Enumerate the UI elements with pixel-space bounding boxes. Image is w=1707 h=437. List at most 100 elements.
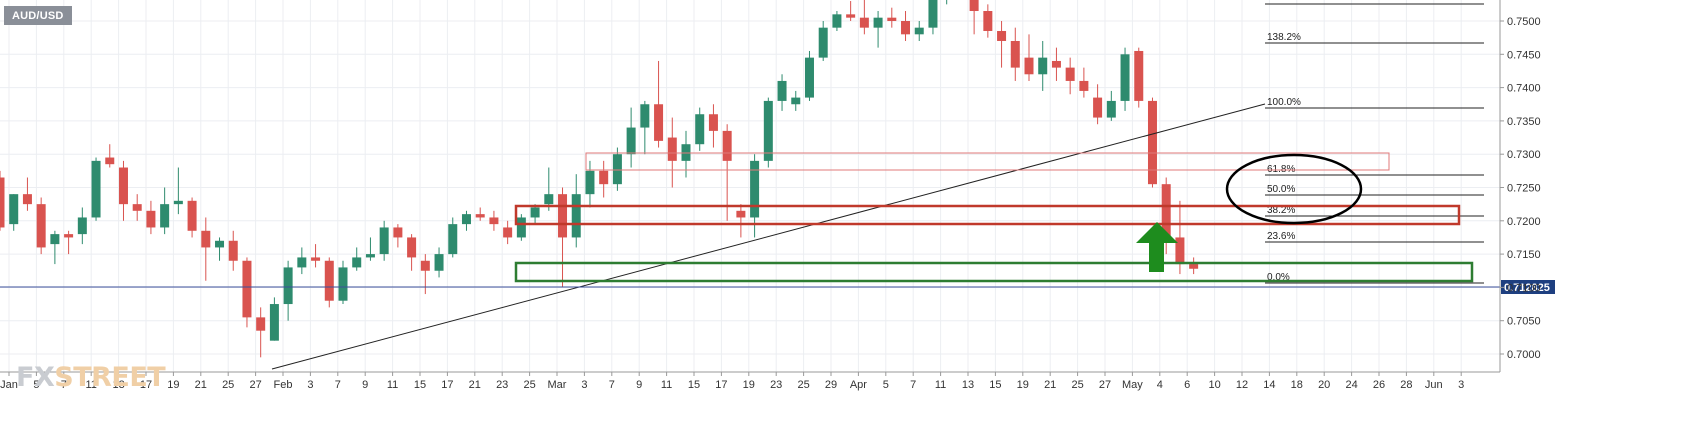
x-tick-label: 13: [962, 379, 974, 391]
candle-bearish[interactable]: [187, 197, 197, 238]
candle-bearish[interactable]: [599, 160, 609, 198]
candle-bearish[interactable]: [1147, 97, 1157, 188]
candle-bearish[interactable]: [36, 197, 46, 255]
candle-bearish[interactable]: [736, 204, 746, 238]
candle-bearish[interactable]: [1093, 84, 1103, 125]
candle-bullish[interactable]: [942, 0, 951, 5]
candle-bearish[interactable]: [228, 230, 238, 271]
candle-bullish[interactable]: [215, 237, 225, 261]
candle-body: [173, 200, 183, 205]
candle-bullish[interactable]: [448, 217, 458, 258]
candle-bullish[interactable]: [804, 50, 814, 101]
candle-bullish[interactable]: [338, 260, 348, 305]
candle-bearish[interactable]: [311, 244, 321, 268]
candle-bullish[interactable]: [516, 214, 526, 241]
candle-bullish[interactable]: [695, 107, 705, 151]
candle-bearish[interactable]: [983, 4, 993, 38]
candle-bearish[interactable]: [887, 7, 897, 28]
resistance-zone-thick: [514, 204, 1461, 226]
candle-bullish[interactable]: [530, 204, 540, 225]
candle-bullish[interactable]: [9, 194, 19, 231]
candle-bullish[interactable]: [626, 107, 636, 168]
candle-bearish[interactable]: [105, 144, 115, 168]
candle-bullish[interactable]: [681, 130, 691, 178]
candle-bullish[interactable]: [873, 11, 883, 48]
candle-bearish[interactable]: [393, 224, 403, 248]
candle-bullish[interactable]: [571, 174, 581, 248]
candle-bullish[interactable]: [434, 247, 444, 278]
candle-bearish[interactable]: [969, 0, 979, 35]
candle-bearish[interactable]: [132, 194, 142, 221]
candle-bullish[interactable]: [1120, 47, 1130, 111]
candle-bearish[interactable]: [503, 220, 513, 245]
candle-bullish[interactable]: [461, 210, 471, 231]
candle-bearish[interactable]: [242, 257, 252, 328]
candle-bullish[interactable]: [77, 207, 87, 245]
candle-bearish[interactable]: [1189, 257, 1199, 275]
candle-bearish[interactable]: [118, 160, 128, 221]
candle-bearish[interactable]: [64, 230, 74, 255]
candle-bearish[interactable]: [1024, 34, 1034, 81]
candle-bearish[interactable]: [489, 210, 499, 231]
candle-bullish[interactable]: [832, 11, 842, 31]
candle-bearish[interactable]: [901, 11, 911, 41]
candle-bearish[interactable]: [1065, 57, 1075, 95]
candle-bullish[interactable]: [818, 21, 828, 61]
candle-body: [9, 194, 19, 225]
candle-bullish[interactable]: [91, 157, 101, 221]
candle-bullish[interactable]: [379, 220, 389, 261]
candle-bullish[interactable]: [365, 237, 375, 261]
candle-bullish[interactable]: [777, 74, 787, 111]
x-tick-label: 11: [935, 379, 946, 391]
candle-bullish[interactable]: [928, 0, 938, 35]
candle-bearish[interactable]: [1079, 67, 1089, 98]
candle-bearish[interactable]: [558, 187, 568, 288]
candle-bullish[interactable]: [914, 21, 924, 41]
candle-bullish[interactable]: [640, 100, 650, 155]
x-tick-label: 23: [496, 379, 508, 391]
current-price-tag: [1501, 280, 1555, 294]
candle-bullish[interactable]: [173, 167, 183, 215]
candle-bullish[interactable]: [269, 297, 279, 341]
candle-bearish[interactable]: [22, 177, 32, 211]
candle-bullish[interactable]: [1106, 90, 1116, 121]
candle-bearish[interactable]: [420, 254, 430, 295]
candle-bullish[interactable]: [612, 147, 622, 191]
candle-bearish[interactable]: [1134, 47, 1144, 108]
candle-bullish[interactable]: [791, 90, 801, 111]
candle-bullish[interactable]: [352, 247, 362, 271]
candle-bearish[interactable]: [997, 21, 1007, 68]
candle-bullish[interactable]: [50, 230, 60, 265]
candle-bearish[interactable]: [859, 0, 869, 35]
candle-bearish[interactable]: [146, 200, 156, 235]
candle-body: [36, 204, 46, 248]
candle-bearish[interactable]: [0, 170, 5, 231]
candle-bearish[interactable]: [324, 257, 334, 308]
candle-bearish[interactable]: [708, 104, 718, 148]
candle-bearish[interactable]: [654, 60, 664, 148]
candle-bullish[interactable]: [283, 260, 293, 321]
candle-bullish[interactable]: [585, 160, 595, 208]
candle-bullish[interactable]: [297, 247, 307, 275]
x-tick-label: Feb: [274, 379, 293, 391]
candle-body: [763, 100, 773, 161]
candle-bearish[interactable]: [1010, 27, 1020, 81]
candle-bullish[interactable]: [160, 187, 170, 235]
candle-body: [420, 260, 430, 271]
candle-bullish[interactable]: [763, 97, 773, 168]
candle-bearish[interactable]: [256, 307, 266, 358]
candle-body: [187, 200, 197, 231]
candle-body: [91, 160, 101, 218]
candle-bullish[interactable]: [544, 167, 554, 211]
candle-body: [201, 230, 211, 248]
candle-bearish[interactable]: [722, 124, 732, 221]
x-tick-label: 28: [1400, 379, 1412, 391]
candle-bullish[interactable]: [1038, 40, 1048, 91]
candle-bearish[interactable]: [1051, 47, 1061, 81]
candle-bearish[interactable]: [407, 234, 417, 271]
candle-bearish[interactable]: [201, 217, 211, 281]
candle-bearish[interactable]: [846, 1, 856, 21]
candle-bearish[interactable]: [475, 207, 485, 221]
